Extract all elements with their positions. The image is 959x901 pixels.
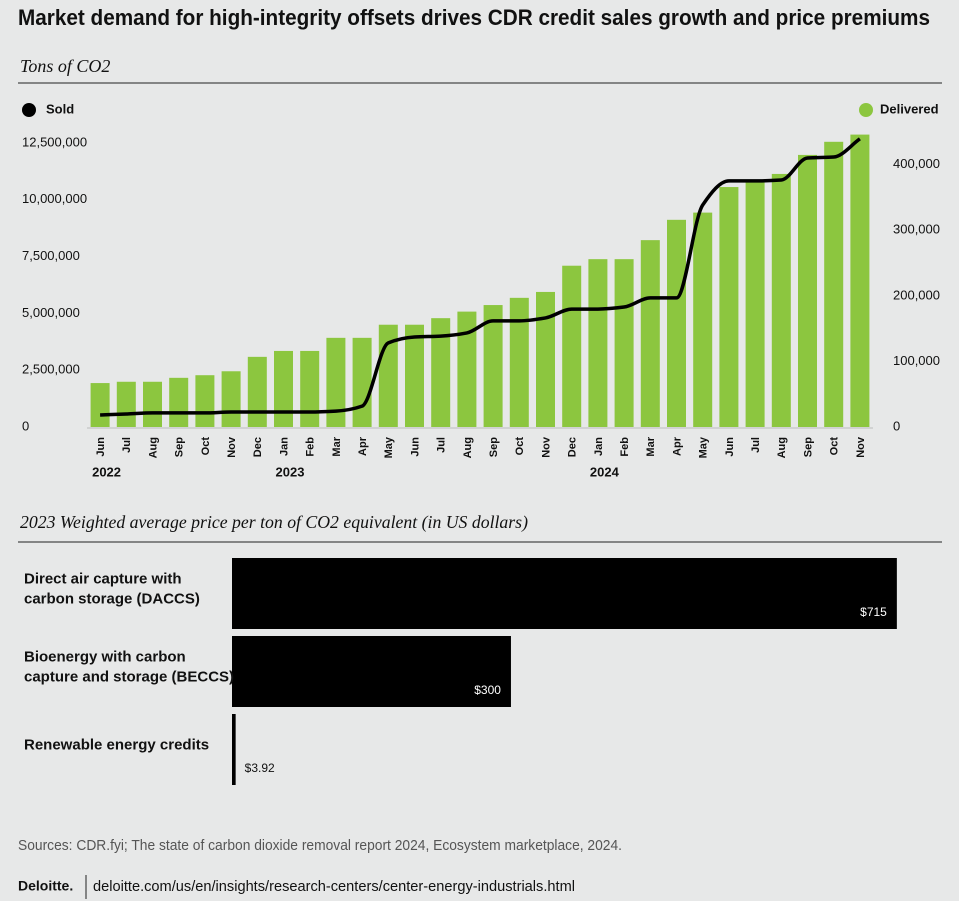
value-label: $715 [860,605,887,619]
x-tick-label: Feb [619,437,631,457]
bar [509,297,529,427]
x-tick-label: Jul [436,437,448,453]
y2-tick-label: 400,000 [893,156,940,171]
bar [116,381,136,427]
x-tick-label: Mar [331,436,343,456]
chart-title: 2023 Weighted average price per ton of C… [20,512,528,533]
x-tick-label: May [698,436,710,458]
y-tick-label: 5,000,000 [22,305,80,320]
x-tick-label: Jan [593,437,605,456]
y-tick-label: 0 [22,418,29,433]
bar [536,291,555,427]
bar [614,259,634,427]
x-tick-label: Jul [750,437,762,453]
bar [352,337,372,427]
bar [232,636,511,707]
x-group-label: 2023 [276,464,305,479]
bar [195,375,215,427]
bar [457,311,477,427]
bar [90,383,110,427]
bar [588,259,608,427]
x-tick-label: Feb [305,437,317,457]
x-tick-label: Jun [724,437,736,457]
bar [640,240,660,427]
source-note: Sources: CDR.fyi; The state of carbon di… [18,837,622,854]
x-tick-label: Aug [776,437,788,458]
value-label: $3.92 [245,761,275,775]
x-tick-label: Sep [488,437,500,457]
category-label: Renewable energy credits [24,736,209,753]
x-tick-label: May [383,436,395,458]
bar [274,350,293,427]
x-tick-label: Dec [567,437,579,457]
footer-url: deloitte.com/us/en/insights/research-cen… [93,878,575,895]
line [100,137,861,417]
bar [221,371,241,427]
x-tick-label: Apr [671,436,683,456]
x-tick-label: Nov [226,436,238,458]
x-tick-label: Jun [409,437,421,457]
x-tick-label: Apr [357,436,369,456]
bar [667,219,686,427]
bar [247,356,267,427]
bar [693,212,713,427]
chart-subtitle: Tons of CO2 [20,56,110,76]
x-tick-label: Aug [462,437,474,458]
bar [300,350,320,427]
x-tick-label: Jul [121,437,133,453]
bar [824,141,844,427]
value-label: $300 [474,683,501,697]
legend-label: Sold [46,101,74,116]
y2-tick-label: 200,000 [893,287,940,302]
bar [771,173,791,427]
x-tick-label: Nov [855,436,867,458]
legend-swatch [859,103,873,117]
x-tick-label: Nov [540,436,552,458]
x-tick-label: Aug [147,437,159,458]
category-label: Direct air capture with [24,570,182,587]
page-title: Market demand for high-integrity offsets… [18,5,930,30]
bar [169,377,189,427]
legend-label: Delivered [880,101,939,116]
bar [850,134,870,427]
x-tick-label: Jun [95,437,107,457]
bar [798,154,817,427]
y2-tick-label: 300,000 [893,222,940,237]
bar [431,318,451,427]
bar [232,558,897,629]
x-tick-label: Sep [174,437,186,457]
x-tick-label: Jan [278,437,290,456]
x-tick-label: Oct [200,437,212,456]
y-tick-label: 7,500,000 [22,248,80,263]
y-tick-label: 12,500,000 [22,134,87,149]
bar [483,305,503,427]
bar [745,179,765,427]
bar [326,337,346,427]
y2-tick-label: 100,000 [893,353,940,368]
category-label: carbon storage (DACCS) [24,590,200,607]
legend-swatch [22,103,36,117]
bar [405,324,424,427]
bar [143,381,162,427]
y-tick-label: 2,500,000 [22,362,80,377]
x-tick-label: Oct [829,437,841,456]
x-tick-label: Oct [514,437,526,456]
bar [562,265,582,427]
y-tick-label: 10,000,000 [22,191,87,206]
x-tick-label: Dec [252,437,264,457]
category-label: Bioenergy with carbon [24,648,186,665]
x-group-label: 2024 [590,464,620,479]
bar [719,187,739,427]
brand: Deloitte. [18,878,73,894]
x-tick-label: Mar [645,436,657,456]
x-group-label: 2022 [92,464,121,479]
y2-tick-label: 0 [893,418,900,433]
category-label: capture and storage (BECCS) [24,668,234,685]
x-tick-label: Sep [802,437,814,457]
bar [232,714,236,785]
